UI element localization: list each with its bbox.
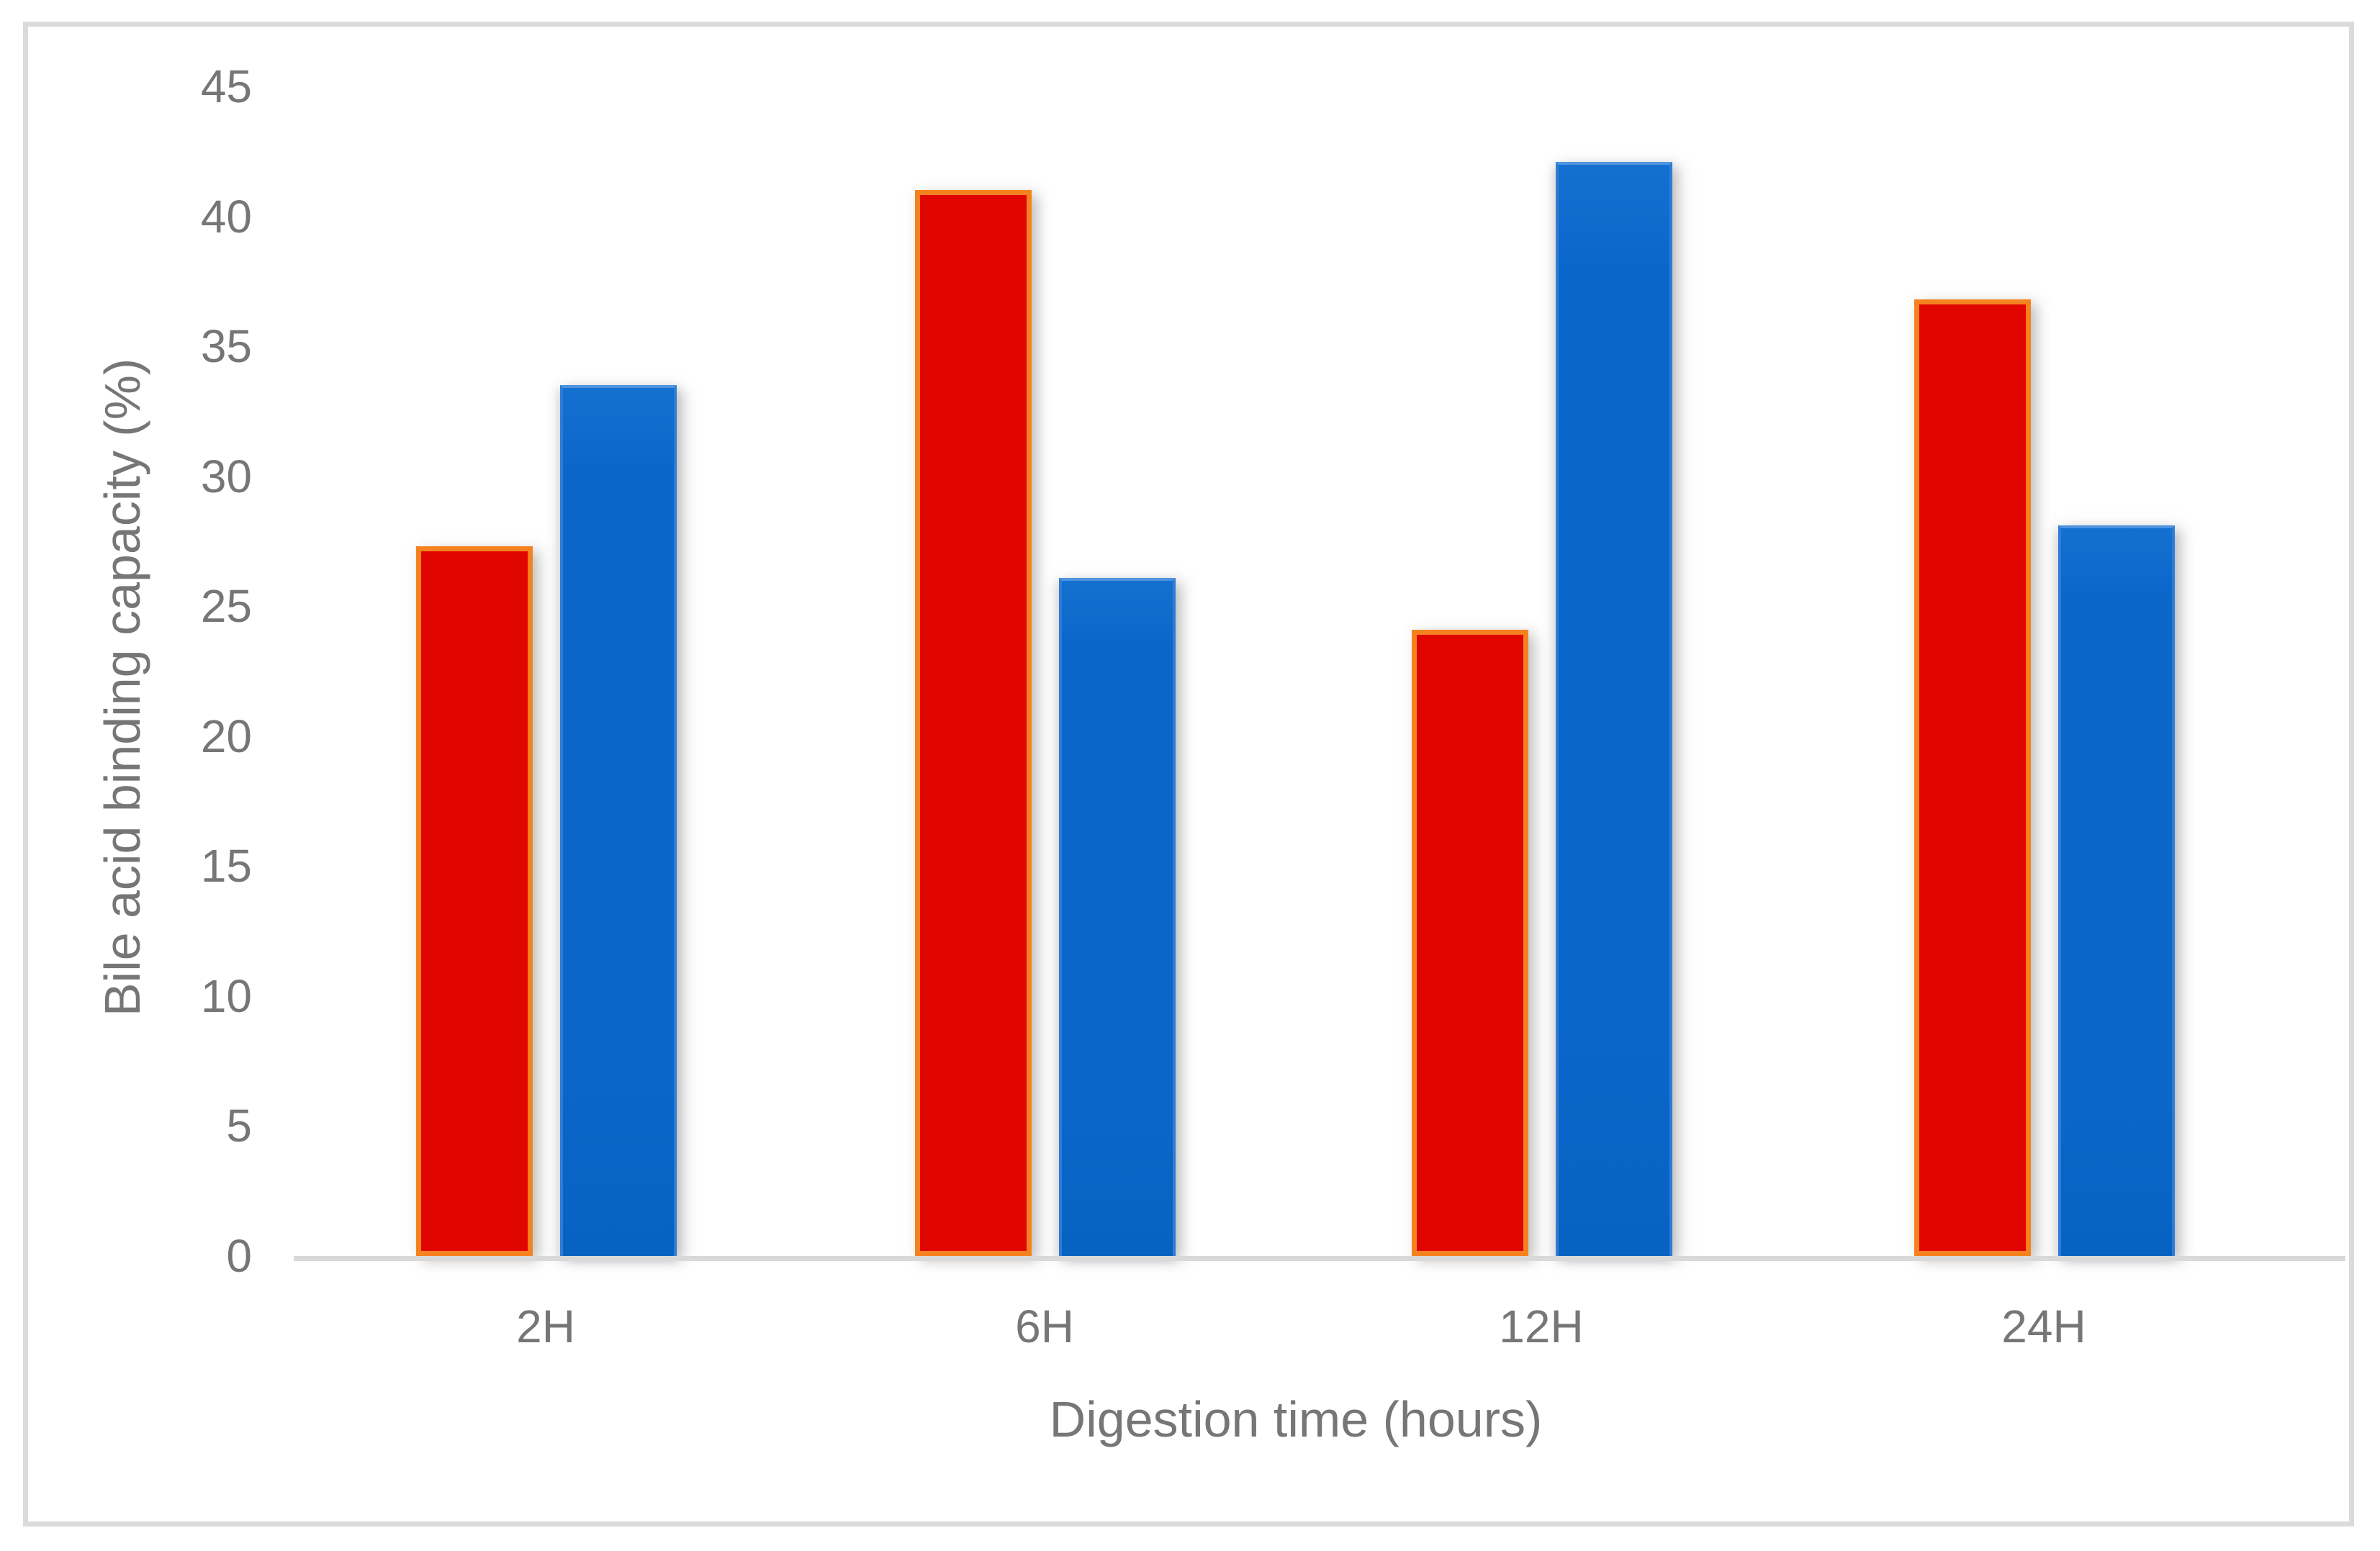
y-axis-tick-label: 20 — [200, 710, 252, 762]
bar-blue-6H — [1059, 577, 1176, 1256]
x-axis-category-label: 24H — [2001, 1301, 2086, 1352]
y-axis-tick-label: 45 — [200, 60, 252, 112]
x-axis-title: Digestion time (hours) — [1049, 1391, 1543, 1447]
y-axis-tick-label: 10 — [200, 969, 252, 1022]
bar-blue-2H — [560, 385, 677, 1256]
x-axis-category-label: 12H — [1499, 1301, 1584, 1352]
bar-red-12H — [1412, 629, 1528, 1256]
bar-red-24H — [1914, 299, 2031, 1256]
y-axis-tick-label: 25 — [200, 580, 252, 633]
y-axis-tick-label: 40 — [200, 190, 252, 243]
x-axis-category-label: 2H — [516, 1301, 575, 1352]
bar-red-2H — [416, 546, 533, 1256]
y-axis-tick-label: 35 — [200, 320, 252, 373]
bar-blue-24H — [2058, 525, 2175, 1256]
bar-red-6H — [915, 190, 1032, 1256]
y-axis-tick-label: 30 — [200, 450, 252, 502]
y-axis-tick-label: 0 — [226, 1230, 252, 1282]
bar-blue-12H — [1556, 161, 1672, 1256]
y-axis-title: Bile acid binding capacity (%) — [94, 358, 150, 1017]
x-axis-line — [294, 1256, 2345, 1261]
y-axis-tick-label: 5 — [226, 1100, 252, 1152]
x-axis-category-label: 6H — [1015, 1301, 1074, 1352]
y-axis-tick-label: 15 — [200, 840, 252, 892]
